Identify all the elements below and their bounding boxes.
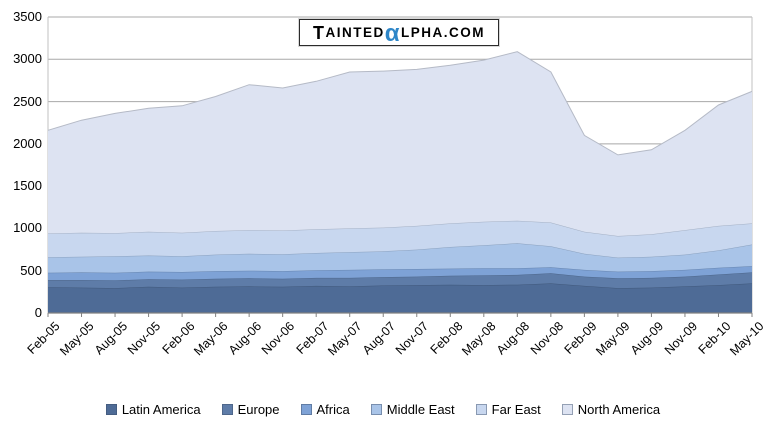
area-series-far-east <box>48 220 752 258</box>
area-edge-north-america <box>47 51 753 156</box>
y-axis-label: 3000 <box>13 51 42 67</box>
logo-text: LPHA.COM <box>401 24 485 40</box>
legend-item: Far East <box>475 402 541 417</box>
legend-item: North America <box>561 402 661 417</box>
legend-label: Middle East <box>386 402 455 417</box>
y-axis-label: 500 <box>20 262 42 278</box>
site-logo: T AINTED α LPHA.COM <box>299 19 499 46</box>
legend-label: Latin America <box>121 402 201 417</box>
area-series-europe <box>48 272 752 289</box>
logo-alpha-glyph: α <box>384 19 401 47</box>
legend-label: North America <box>577 402 661 417</box>
logo-text: AINTED <box>325 24 385 40</box>
y-axis-label: 2000 <box>13 135 42 151</box>
legend-swatch-north-america <box>561 404 573 415</box>
logo-text: T <box>312 22 326 43</box>
legend-label: Europe <box>237 402 280 417</box>
legend-item: Latin America <box>105 402 201 417</box>
legend-swatch-europe <box>221 404 233 415</box>
legend-swatch-middle-east <box>370 404 382 415</box>
area-series-middle-east <box>48 243 752 273</box>
legend-swatch-far-east <box>475 404 487 415</box>
legend-item: Europe <box>221 402 280 417</box>
area-series-latin-america <box>48 283 752 313</box>
y-axis-label: 1500 <box>13 178 42 194</box>
area-series-north-america <box>48 51 752 237</box>
chart-legend: Latin America Europe Africa Middle East Far … <box>0 402 766 417</box>
y-axis-label: 1000 <box>13 220 42 236</box>
legend-label: Africa <box>316 402 350 417</box>
legend-item: Africa <box>300 402 350 417</box>
y-axis-label: 2500 <box>13 93 42 109</box>
legend-swatch-africa <box>300 404 312 415</box>
legend-swatch-latin-america <box>105 404 117 415</box>
y-axis-label: 0 <box>34 305 42 320</box>
y-axis-label: 3500 <box>13 9 42 24</box>
legend-label: Far East <box>491 402 541 417</box>
legend-item: Middle East <box>370 402 455 417</box>
